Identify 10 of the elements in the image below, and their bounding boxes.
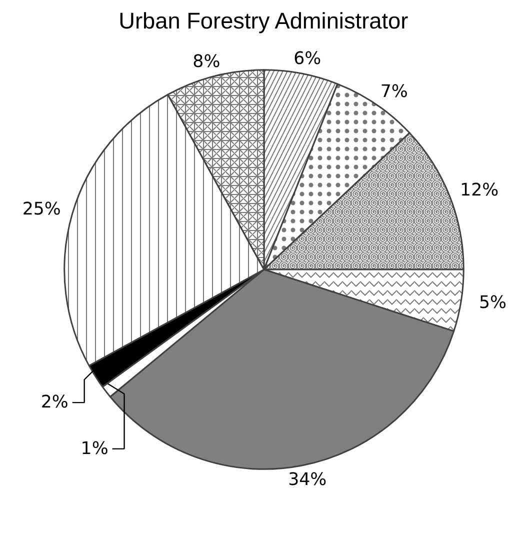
data-label: 12%	[460, 180, 499, 201]
data-label: 34%	[288, 470, 327, 490]
chart-title: Urban Forestry Administrator	[118, 8, 409, 34]
data-label: 2%	[40, 392, 68, 413]
data-label: 8%	[192, 52, 220, 72]
data-label: 5%	[478, 293, 506, 314]
data-label: 7%	[380, 82, 408, 102]
data-label: 1%	[80, 438, 108, 459]
data-label: 6%	[294, 48, 322, 69]
data-label: 25%	[22, 200, 61, 220]
